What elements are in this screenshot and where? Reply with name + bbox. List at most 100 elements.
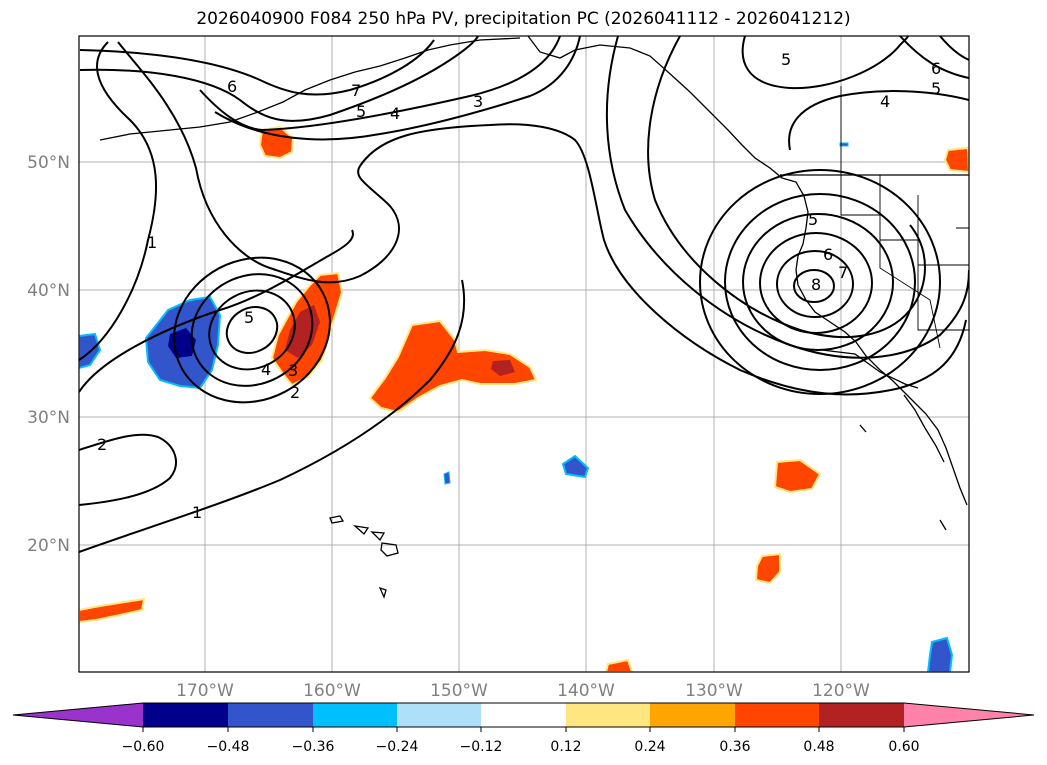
contour-line [79,39,435,96]
lat-label: 50°N [27,153,70,173]
contour-line [793,269,835,303]
contour-line [190,273,314,387]
precip-areas [79,125,969,672]
colorbar-segment [481,703,566,727]
colorbar-tick-label: 0.24 [634,739,665,755]
contour-line [647,36,926,339]
contour-line [117,41,967,396]
contour-label: 2 [97,435,107,454]
colorbar-tick-label: 0.48 [803,739,834,755]
colorbar-segment [650,703,735,727]
lat-label: 30°N [27,408,70,428]
lat-label: 40°N [27,281,70,301]
precip-positive-area [943,146,969,174]
map-title: 2026040900 F084 250 hPa PV, precipitatio… [196,9,851,29]
colorbar-tick-label: −0.60 [122,739,165,755]
contour-line [776,250,854,318]
contour-line [79,433,177,506]
precip-positive-dark-area [491,360,515,376]
contour-line [79,41,158,361]
lon-label: 160°W [303,681,361,701]
colorbar-tick-marks [142,727,905,732]
lon-label: 130°W [685,681,743,701]
coastline-alaska [99,36,968,506]
colorbar-segment [397,703,481,727]
contour-line [699,169,941,395]
contour-label: 6 [931,59,941,78]
contour-label: 7 [351,81,361,100]
border-states [840,86,969,349]
lon-label: 140°W [557,681,615,701]
contour-label: 1 [147,233,157,252]
map-frame [78,35,970,673]
contour-label: 4 [390,104,400,123]
contour-line [214,36,581,141]
contour-line [173,256,331,404]
contour-label: 8 [811,275,821,294]
contour-label: 5 [781,50,791,69]
contour-label: 3 [288,361,298,380]
contour-label: 4 [261,360,271,379]
contour-line [788,90,969,151]
colorbar-segment [819,703,904,727]
colorbar-high-extend [904,703,1034,727]
colorbar-tick-label: −0.24 [376,739,419,755]
contour-label: 3 [473,92,483,111]
contour-label: 5 [808,210,818,229]
colorbar-tick-label: 0.60 [888,739,919,755]
lat-label: 20°N [27,536,70,556]
contour-label: 7 [838,263,848,282]
precip-positive-area [258,125,295,160]
lon-axis: 170°W 160°W 150°W 140°W 130°W 120°W [176,681,870,701]
contour-line [939,36,969,61]
contour-line [605,36,969,359]
colorbar: −0.60 −0.48 −0.36 −0.24 −0.12 0.12 0.24 … [12,702,1035,755]
contour-label: 6 [823,245,833,264]
contour-line [742,213,894,351]
colorbar-segment [735,703,819,727]
coastline-baja [859,394,947,531]
colorbar-tick-label: 0.36 [719,739,750,755]
precip-positive-area [604,658,634,672]
gridlines [79,36,969,672]
contour-line [899,36,969,79]
contour-label: 5 [931,79,941,98]
colorbar-tick-label: −0.12 [460,739,503,755]
precip-positive-area [79,597,146,624]
colorbar-segment [313,703,397,727]
contour-labels: 6 7 5 4 3 1 5 4 3 2 2 1 5 6 5 4 5 6 7 8 [97,50,941,522]
contour-label: 6 [227,77,237,96]
lat-axis: 50°N 40°N 30°N 20°N [27,153,70,556]
contour-line [79,279,466,553]
contour-label: 2 [290,383,300,402]
lon-label: 120°W [812,681,870,701]
precip-positive-area [773,458,822,494]
colorbar-segment [143,703,228,727]
colorbar-low-extend [13,703,143,727]
precip-negative-area [443,471,451,485]
contour-label: 1 [192,503,202,522]
precip-negative-area [926,636,954,672]
colorbar-segment [228,703,313,727]
precip-negative-area [839,142,849,147]
contour-line [79,229,354,393]
colorbar-tick-label: −0.36 [292,739,335,755]
contour-label: 5 [244,308,254,327]
contour-line [724,193,916,371]
colorbar-tick-label: −0.48 [207,739,250,755]
contour-line [759,232,873,334]
colorbar-segment [566,703,650,727]
colorbar-tick-label: 0.12 [550,739,581,755]
coastline-islands [329,515,399,599]
contour-line [199,36,561,132]
coastlines [99,36,969,599]
contour-line [225,306,279,354]
contour-line [208,289,296,371]
contour-label: 5 [356,102,366,121]
precip-positive-area [368,319,538,414]
lon-label: 170°W [176,681,234,701]
pv-contours [79,36,969,553]
contour-line [741,36,909,90]
precip-positive-area [754,552,781,585]
